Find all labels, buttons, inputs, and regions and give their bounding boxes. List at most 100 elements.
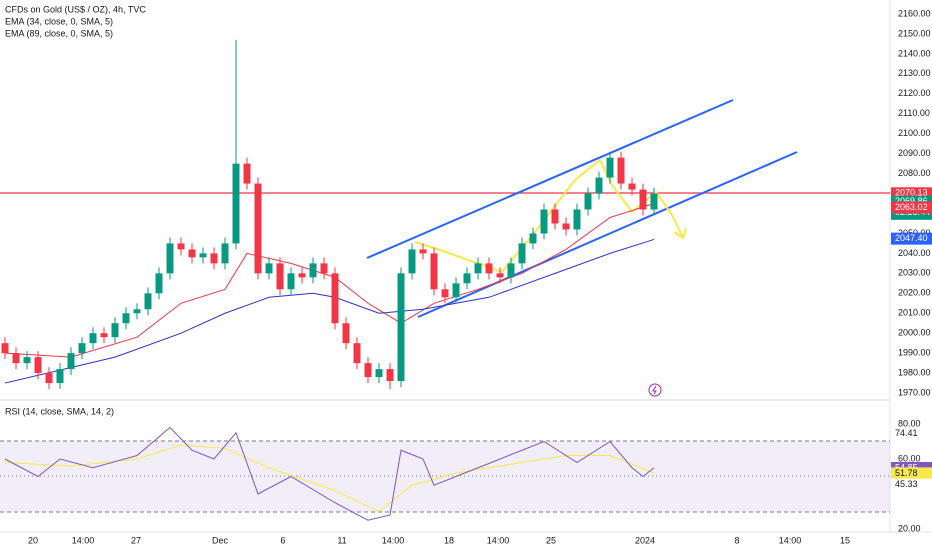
candle-body — [606, 157, 614, 178]
candle-body — [78, 343, 86, 354]
candle-body — [287, 273, 295, 290]
rsi-badge-label: 74.41 — [895, 428, 918, 438]
rsi-tick-label: 80.00 — [898, 418, 921, 428]
candle-body — [1, 343, 9, 354]
time-label: 14:00 — [382, 535, 405, 545]
candle-body — [166, 243, 174, 274]
price-badge — [891, 232, 932, 245]
candle-body — [265, 263, 273, 274]
candle-body — [518, 243, 526, 264]
candle-body — [650, 193, 658, 210]
candle-body — [188, 249, 196, 258]
time-label: 27 — [131, 535, 141, 545]
legend-rsi: RSI (14, close, SMA, 14, 2) — [5, 406, 114, 416]
candle-body — [199, 253, 207, 258]
candle-body — [67, 353, 75, 370]
price-tick-label: 2150.00 — [898, 28, 931, 38]
legend-ema34: EMA (34, close, 0, SMA, 5) — [5, 16, 113, 26]
candle-body — [397, 273, 405, 382]
channel-upper — [366, 99, 734, 259]
channel-lower — [417, 151, 798, 318]
candle-body — [562, 223, 570, 230]
candle-body — [573, 209, 581, 230]
price-tick-label: 2090.00 — [898, 148, 931, 158]
candle-body — [45, 373, 53, 384]
candle-body — [463, 273, 471, 284]
ema34-line — [4, 203, 655, 358]
candle-body — [496, 273, 504, 278]
time-label: 6 — [280, 535, 285, 545]
candle-body — [540, 209, 548, 234]
candle-body — [364, 363, 372, 378]
rsi-badge-label: 45.33 — [895, 479, 918, 489]
price-tick-label: 2080.00 — [898, 168, 931, 178]
candle-body — [12, 353, 20, 364]
rsi-line — [4, 426, 655, 521]
candle-body — [452, 283, 460, 298]
candle-body — [595, 177, 603, 194]
candle-body — [408, 249, 416, 274]
price-tick-label: 2120.00 — [898, 88, 931, 98]
candle-body — [155, 273, 163, 294]
candle-body — [243, 163, 251, 184]
candle-body — [34, 357, 42, 374]
candle-body — [221, 243, 229, 264]
candle-body — [441, 289, 449, 298]
time-label: 15 — [840, 535, 850, 545]
time-label: 2024 — [635, 535, 655, 545]
candle-body — [529, 233, 537, 244]
time-label: 20 — [28, 535, 38, 545]
event-icon[interactable] — [648, 383, 662, 397]
candle-body — [551, 209, 559, 224]
candle-body — [474, 263, 482, 274]
candle-body — [254, 183, 262, 274]
arrow-head — [673, 227, 687, 240]
candle-body — [331, 273, 339, 324]
candle-body — [386, 369, 394, 382]
candle-body — [507, 263, 515, 278]
price-badge-label: 2070.13 — [895, 188, 928, 198]
price-tick-label: 2130.00 — [898, 68, 931, 78]
legend-ema89: EMA (89, close, 0, SMA, 5) — [5, 28, 113, 38]
candle-body — [430, 253, 438, 290]
price-tick-label: 1970.00 — [898, 387, 931, 397]
price-tick-label: 2160.00 — [898, 8, 931, 18]
time-label: Dec — [212, 535, 229, 545]
candle-body — [89, 333, 97, 344]
time-label: 14:00 — [487, 535, 510, 545]
price-tick-label: 1990.00 — [898, 348, 931, 358]
rsi-badge — [891, 467, 932, 480]
rsi-tick-label: 60.00 — [898, 453, 921, 463]
price-badge — [891, 201, 932, 214]
price-badge-label: 2063.02 — [895, 202, 928, 212]
candle-body — [485, 263, 493, 274]
candle-body — [144, 293, 152, 310]
candle-body — [56, 369, 64, 384]
time-label: 18 — [444, 535, 454, 545]
rsi-sma-line — [4, 444, 655, 513]
candle-body — [23, 357, 31, 364]
candle-body — [353, 343, 361, 364]
candle-body — [639, 189, 647, 210]
candle-body — [210, 253, 218, 264]
rsi-badge — [891, 478, 932, 491]
price-tick-label: 2000.00 — [898, 328, 931, 338]
candle-body — [628, 183, 636, 190]
rsi-badge — [891, 427, 932, 440]
candle-body — [276, 263, 284, 290]
rsi-badge-label: 51.78 — [895, 468, 918, 478]
candle-body — [375, 369, 383, 378]
time-label: 8 — [734, 535, 739, 545]
price-tick-label: 2140.00 — [898, 48, 931, 58]
candle-body — [177, 243, 185, 250]
time-label: 14:00 — [779, 535, 802, 545]
price-badge-label: 2069.86 — [895, 196, 928, 206]
candle-body — [133, 309, 141, 314]
candle-body — [309, 263, 317, 278]
price-tick-label: 2040.00 — [898, 248, 931, 258]
legend-symbol: CFDs on Gold (US$ / OZ), 4h, TVC — [5, 4, 146, 14]
candle-body — [617, 157, 625, 184]
time-label: 25 — [546, 535, 556, 545]
candle-body — [122, 313, 130, 324]
